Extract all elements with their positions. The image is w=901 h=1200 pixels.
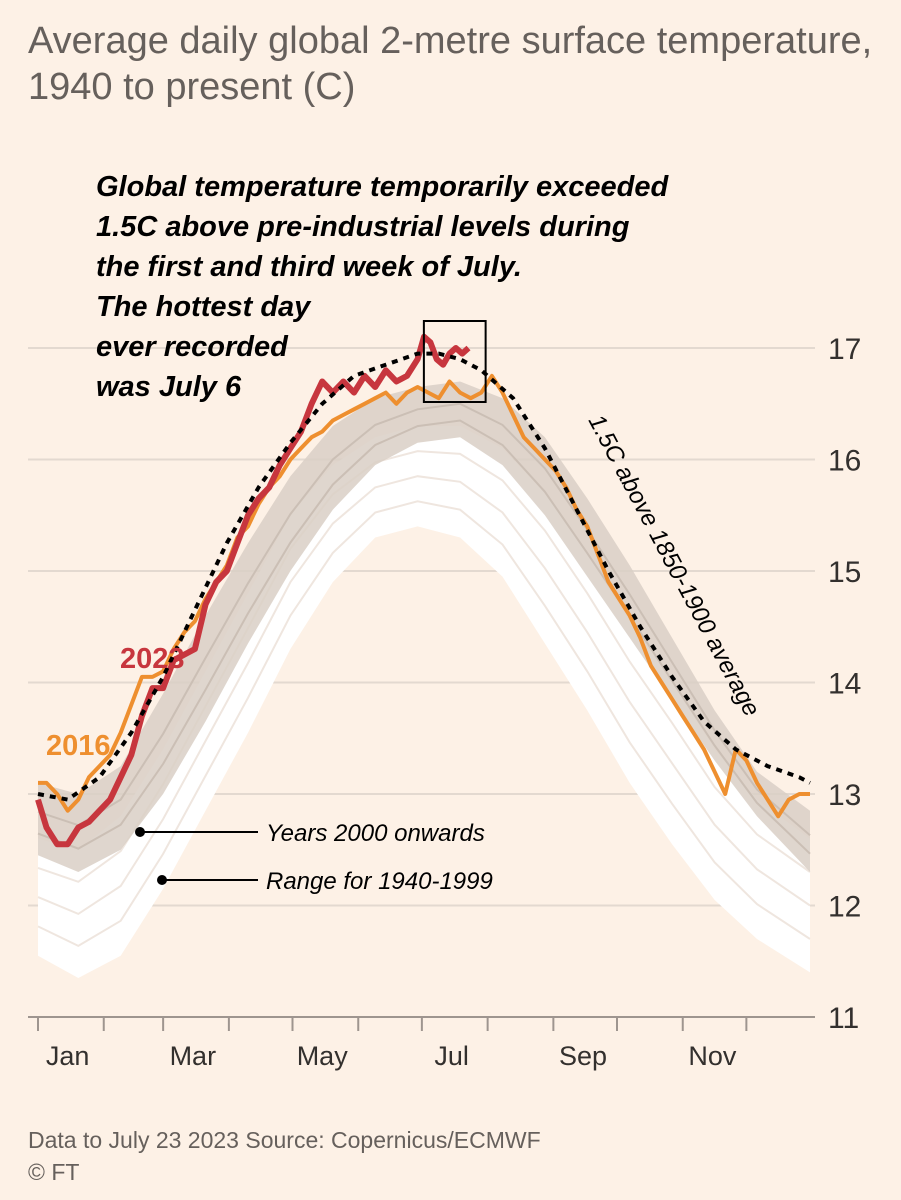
source-note: Data to July 23 2023 Source: Copernicus/… — [28, 1127, 541, 1153]
faint-year-line — [37, 475, 811, 916]
series-label-2023: 2023 — [120, 643, 185, 675]
highlight-box — [422, 320, 487, 403]
faint-year-line — [37, 402, 811, 837]
x-tick-label: Mar — [170, 1041, 217, 1071]
axes: 11 12 13 14 15 16 17 Jan Mar May Jul Sep Nov — [28, 333, 861, 1071]
annotation-line: 1.5C above pre-industrial levels during — [96, 211, 630, 243]
legend-label: Years 2000 onwards — [266, 820, 485, 847]
y-tick-label: 16 — [828, 445, 861, 478]
annotation-line: was July 6 — [96, 371, 242, 403]
x-tick-label: Sep — [559, 1041, 607, 1071]
legend-label: Range for 1940-1999 — [266, 868, 493, 895]
annotation-line: The hottest day — [96, 291, 312, 323]
y-tick-label: 17 — [828, 333, 861, 366]
annotation-text: Global temperature temporarily exceeded … — [96, 171, 676, 403]
chart-footer: Data to July 23 2023 Source: Copernicus/… — [28, 1124, 541, 1188]
annotation-line: the first and third week of July. — [96, 251, 522, 283]
temperature-chart: 11 12 13 14 15 16 17 Jan Mar May Jul Sep Nov Global … — [28, 171, 861, 1071]
annotation-line: ever recorded — [96, 331, 289, 363]
y-tick-label: 13 — [828, 779, 861, 812]
range-bands — [37, 381, 811, 978]
x-tick-label: Jan — [46, 1041, 90, 1071]
band-2000-onwards — [38, 381, 810, 872]
x-tick-label: May — [297, 1041, 349, 1071]
faint-year-line — [37, 419, 811, 855]
series-label-2016: 2016 — [46, 730, 111, 762]
y-tick-label: 11 — [828, 1002, 859, 1035]
copyright: © FT — [28, 1159, 80, 1185]
annotation-line: Global temperature temporarily exceeded — [96, 171, 669, 203]
chart-title: Average daily global 2-metre surface tem… — [28, 20, 873, 108]
x-tick-label: Nov — [688, 1041, 737, 1071]
x-tick-label: Jul — [434, 1041, 469, 1071]
threshold-line — [37, 351, 811, 802]
faint-year-line — [37, 500, 811, 948]
y-tick-label: 15 — [828, 556, 861, 589]
y-tick-label: 12 — [828, 891, 861, 924]
y-tick-label: 14 — [828, 668, 861, 701]
series-2023-line — [35, 333, 471, 848]
